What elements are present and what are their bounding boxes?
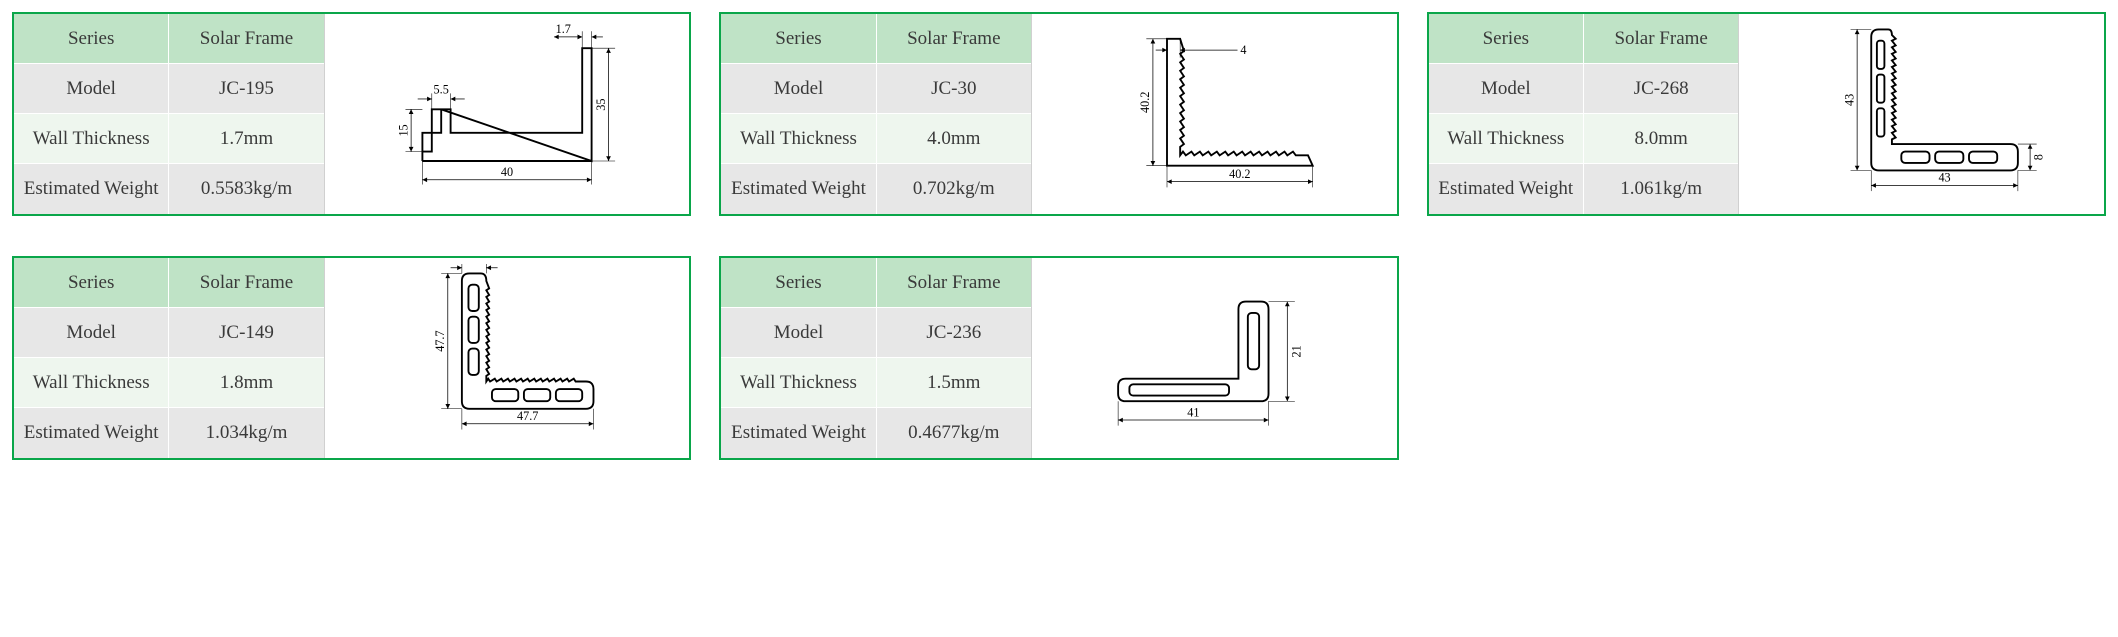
svg-text:43: 43	[1938, 171, 1950, 185]
model-value: JC-30	[877, 64, 1031, 114]
spec-table: Series Solar Frame Model JC-30 Wall Thic…	[721, 14, 1032, 214]
svg-text:40.2: 40.2	[1138, 92, 1152, 113]
svg-text:5.5: 5.5	[434, 82, 449, 96]
wall-thickness-label: Wall Thickness	[1429, 114, 1584, 164]
header-series-label: Series	[721, 14, 876, 64]
product-card: Series Solar Frame Model JC-195 Wall Thi…	[12, 12, 691, 216]
model-value: JC-268	[1584, 64, 1738, 114]
header-series-label: Series	[14, 258, 169, 308]
estimated-weight-value: 1.061kg/m	[1584, 164, 1738, 214]
wall-thickness-value: 1.5mm	[877, 358, 1031, 408]
product-card: Series Solar Frame Model JC-149 Wall Thi…	[12, 256, 691, 460]
wall-thickness-label: Wall Thickness	[721, 114, 876, 164]
estimated-weight-label: Estimated Weight	[14, 408, 169, 458]
wall-thickness-value: 1.7mm	[169, 114, 323, 164]
model-label: Model	[14, 64, 169, 114]
diagram-jc30: 40.2 40.2 4	[1073, 20, 1355, 208]
header-series-value: Solar Frame	[169, 258, 323, 308]
svg-text:41: 41	[1188, 405, 1200, 419]
header-series-label: Series	[14, 14, 169, 64]
diagram-jc268: 43 43 8	[1781, 20, 2063, 208]
estimated-weight-value: 0.5583kg/m	[169, 164, 323, 214]
profile-diagram: 43 43 8	[1739, 14, 2104, 214]
model-value: JC-236	[877, 308, 1031, 358]
product-card: Series Solar Frame Model JC-236 Wall Thi…	[719, 256, 1398, 460]
svg-text:40.2: 40.2	[1229, 167, 1250, 181]
header-series-value: Solar Frame	[877, 14, 1031, 64]
svg-text:43: 43	[1842, 94, 1856, 106]
spec-table: Series Solar Frame Model JC-268 Wall Thi…	[1429, 14, 1740, 214]
profile-diagram: 40.2 40.2 4	[1032, 14, 1397, 214]
header-series-label: Series	[721, 258, 876, 308]
estimated-weight-label: Estimated Weight	[721, 164, 876, 214]
spec-table: Series Solar Frame Model JC-195 Wall Thi…	[14, 14, 325, 214]
header-series-value: Solar Frame	[1584, 14, 1738, 64]
estimated-weight-label: Estimated Weight	[14, 164, 169, 214]
svg-text:47.7: 47.7	[517, 409, 538, 423]
estimated-weight-label: Estimated Weight	[1429, 164, 1584, 214]
estimated-weight-value: 1.034kg/m	[169, 408, 323, 458]
svg-text:8: 8	[2031, 154, 2045, 160]
model-label: Model	[721, 308, 876, 358]
svg-text:15: 15	[396, 124, 410, 136]
product-card: Series Solar Frame Model JC-30 Wall Thic…	[719, 12, 1398, 216]
svg-text:1.7: 1.7	[556, 22, 571, 36]
diagram-jc149: 47.7 47.7 11.05	[366, 264, 648, 452]
svg-text:47.7: 47.7	[433, 330, 447, 351]
model-label: Model	[1429, 64, 1584, 114]
model-label: Model	[721, 64, 876, 114]
product-card: Series Solar Frame Model JC-268 Wall Thi…	[1427, 12, 2106, 216]
svg-text:4: 4	[1241, 43, 1247, 57]
model-value: JC-149	[169, 308, 323, 358]
diagram-jc195: 40 35 1.7 5.5 15	[366, 20, 648, 208]
wall-thickness-label: Wall Thickness	[721, 358, 876, 408]
product-grid: Series Solar Frame Model JC-195 Wall Thi…	[12, 12, 2106, 460]
wall-thickness-label: Wall Thickness	[14, 358, 169, 408]
wall-thickness-value: 8.0mm	[1584, 114, 1738, 164]
estimated-weight-label: Estimated Weight	[721, 408, 876, 458]
spec-table: Series Solar Frame Model JC-236 Wall Thi…	[721, 258, 1032, 458]
model-value: JC-195	[169, 64, 323, 114]
spec-table: Series Solar Frame Model JC-149 Wall Thi…	[14, 258, 325, 458]
wall-thickness-value: 4.0mm	[877, 114, 1031, 164]
header-series-value: Solar Frame	[169, 14, 323, 64]
wall-thickness-value: 1.8mm	[169, 358, 323, 408]
estimated-weight-value: 0.702kg/m	[877, 164, 1031, 214]
header-series-label: Series	[1429, 14, 1584, 64]
model-label: Model	[14, 308, 169, 358]
wall-thickness-label: Wall Thickness	[14, 114, 169, 164]
diagram-jc236: 41 21	[1073, 264, 1355, 452]
profile-diagram: 47.7 47.7 11.05	[325, 258, 690, 458]
header-series-value: Solar Frame	[877, 258, 1031, 308]
estimated-weight-value: 0.4677kg/m	[877, 408, 1031, 458]
svg-text:40: 40	[501, 165, 513, 179]
svg-text:35: 35	[594, 98, 608, 110]
profile-diagram: 41 21	[1032, 258, 1397, 458]
profile-diagram: 40 35 1.7 5.5 15	[325, 14, 690, 214]
svg-text:21: 21	[1290, 345, 1304, 357]
